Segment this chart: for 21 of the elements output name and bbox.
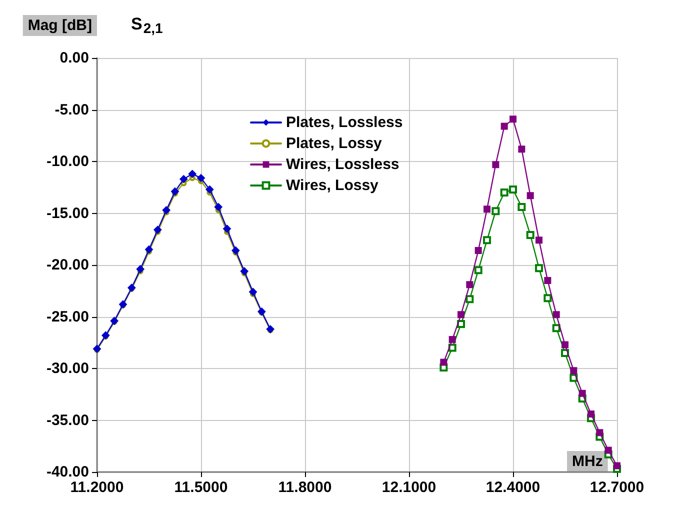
- x-axis-title: MHz: [572, 453, 603, 470]
- y-tick-label: -30.00: [46, 360, 89, 377]
- y-tick-label: -15.00: [46, 204, 89, 222]
- x-tick-label: 11.5000: [174, 479, 228, 496]
- y-axis-title: Mag [dB]: [28, 17, 92, 34]
- y-tick-label: -5.00: [54, 101, 89, 118]
- x-tick-label: 12.7000: [590, 479, 644, 496]
- y-tick-label: -40.00: [46, 464, 89, 480]
- y-tick-label: -10.00: [46, 153, 89, 170]
- x-tick-label: 12.4000: [486, 479, 540, 496]
- y-tick-label: 0.00: [60, 50, 89, 66]
- legend-label: Plates, Lossless: [286, 114, 403, 131]
- y-tick-label: -20.00: [46, 256, 89, 274]
- y-tick-label: -35.00: [46, 412, 89, 429]
- x-tick-label: 12.1000: [382, 479, 436, 496]
- y-tick-label: -25.00: [46, 308, 89, 326]
- legend-label: Plates, Lossy: [286, 135, 383, 152]
- legend-label: Wires, Lossy: [286, 177, 380, 194]
- x-tick-label: 11.8000: [278, 479, 332, 496]
- legend-label: Wires, Lossless: [286, 156, 400, 173]
- x-tick-label: 11.2000: [70, 479, 124, 496]
